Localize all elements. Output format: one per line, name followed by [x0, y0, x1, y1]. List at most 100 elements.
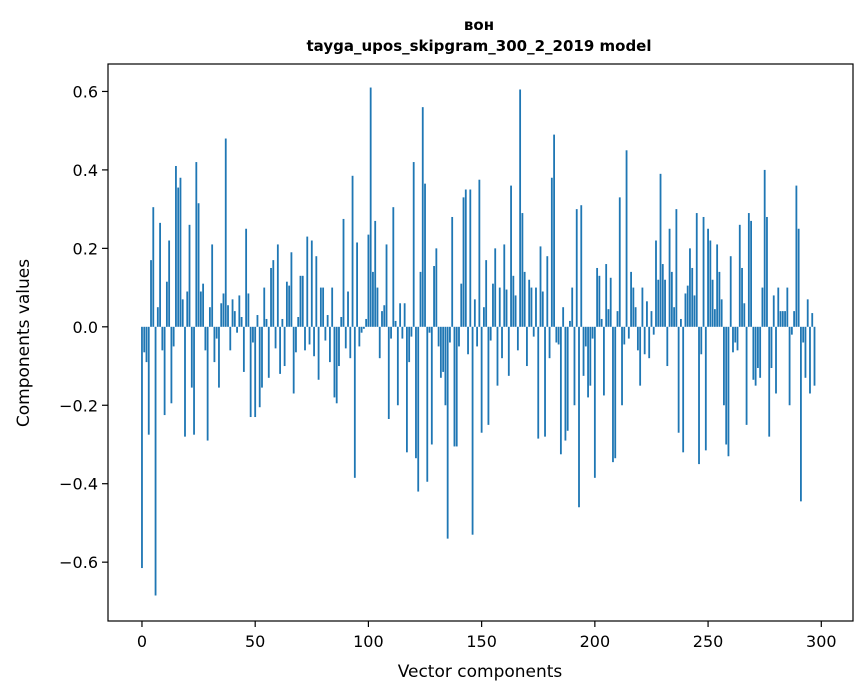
bar-component-197 — [587, 326, 589, 398]
bar-component-17 — [179, 177, 182, 327]
bar-component-18 — [181, 299, 184, 327]
bar-component-184 — [557, 326, 560, 345]
bar-component-259 — [727, 326, 730, 457]
bar-component-7 — [156, 307, 159, 327]
bar-component-208 — [612, 326, 614, 463]
bar-component-136 — [449, 326, 451, 343]
bar-component-189 — [569, 320, 571, 327]
x-ticks-group: 0 50 100 150 200 250 300 — [137, 621, 837, 651]
bar-component-272 — [756, 326, 759, 368]
bar-component-270 — [752, 326, 755, 380]
bar-component-118 — [408, 326, 411, 363]
bar-component-212 — [621, 326, 623, 406]
bar-component-256 — [720, 299, 723, 327]
bar-component-145 — [469, 189, 472, 327]
bar-component-219 — [636, 326, 639, 351]
bar-component-245 — [695, 213, 698, 327]
bar-component-129 — [433, 266, 435, 327]
bar-component-134 — [444, 326, 447, 406]
bar-component-34 — [218, 326, 220, 388]
bar-component-293 — [804, 326, 807, 378]
bar-component-206 — [607, 309, 610, 327]
bar-component-273 — [759, 326, 762, 378]
bar-component-89 — [342, 218, 345, 327]
bar-component-262 — [734, 326, 737, 343]
bar-component-21 — [188, 224, 191, 327]
y-tick-label: −0.6 — [59, 553, 98, 572]
bar-component-236 — [675, 209, 678, 327]
bar-component-295 — [809, 326, 811, 394]
bar-component-182 — [553, 134, 555, 327]
bar-component-72 — [304, 326, 306, 351]
bar-component-178 — [544, 326, 546, 437]
bar-component-251 — [709, 240, 712, 327]
bar-component-125 — [424, 183, 426, 327]
bar-component-166 — [516, 326, 519, 351]
bar-component-194 — [580, 205, 583, 327]
bar-component-285 — [786, 287, 789, 327]
bar-component-225 — [650, 311, 653, 327]
bar-component-109 — [387, 326, 390, 419]
bar-component-63 — [283, 326, 286, 367]
bar-component-116 — [403, 303, 406, 327]
plot-frame — [107, 63, 854, 622]
bar-component-175 — [537, 326, 540, 439]
bar-component-59 — [274, 326, 277, 349]
bar-component-56 — [267, 326, 270, 378]
bar-component-3 — [147, 326, 150, 435]
bar-component-180 — [548, 326, 551, 359]
bar-component-149 — [478, 179, 481, 327]
bar-component-41 — [233, 311, 236, 327]
bar-component-164 — [512, 275, 515, 327]
bar-component-75 — [310, 240, 313, 327]
bar-component-107 — [383, 305, 386, 327]
y-tick-label: 0.4 — [73, 161, 98, 180]
bar-component-81 — [324, 326, 327, 341]
bar-component-124 — [421, 107, 424, 327]
bar-component-92 — [349, 326, 352, 359]
bar-component-73 — [306, 236, 309, 327]
bar-component-130 — [435, 248, 438, 327]
bar-component-169 — [523, 271, 526, 327]
bar-component-31 — [211, 244, 214, 327]
bar-component-246 — [698, 326, 700, 465]
bar-component-228 — [657, 279, 660, 327]
bar-component-121 — [415, 326, 417, 459]
bar-component-217 — [632, 287, 635, 327]
bar-component-209 — [614, 326, 617, 459]
bar-component-138 — [453, 326, 456, 447]
bar-component-177 — [541, 291, 544, 327]
bar-component-296 — [811, 313, 814, 327]
bar-component-135 — [446, 326, 449, 539]
bar-component-24 — [195, 162, 198, 327]
bar-component-108 — [385, 244, 388, 327]
bar-component-282 — [779, 311, 782, 327]
bar-component-202 — [598, 275, 601, 327]
bar-component-9 — [161, 326, 164, 351]
bar-component-100 — [367, 234, 370, 327]
chart-title: вон — [464, 16, 494, 34]
bar-component-65 — [288, 285, 291, 327]
bar-component-237 — [677, 326, 680, 433]
bar-component-139 — [455, 326, 458, 447]
x-tick-label: 200 — [580, 632, 611, 651]
bar-component-148 — [476, 326, 479, 347]
x-tick-label: 300 — [806, 632, 837, 651]
bar-component-144 — [467, 326, 469, 355]
bar-component-126 — [426, 326, 429, 482]
bar-component-142 — [462, 197, 465, 327]
bar-component-267 — [745, 326, 748, 425]
bar-component-122 — [417, 326, 420, 492]
bar-component-297 — [813, 326, 816, 386]
bar-component-190 — [571, 287, 574, 327]
y-tick-label: 0.6 — [73, 82, 98, 101]
bar-component-186 — [562, 307, 565, 327]
bar-component-45 — [242, 326, 245, 372]
bar-component-22 — [190, 326, 193, 388]
bar-component-241 — [686, 285, 689, 327]
y-tick-label: 0.2 — [73, 239, 98, 258]
bar-component-191 — [573, 326, 576, 406]
bar-component-170 — [526, 326, 528, 367]
bar-component-229 — [659, 173, 662, 327]
